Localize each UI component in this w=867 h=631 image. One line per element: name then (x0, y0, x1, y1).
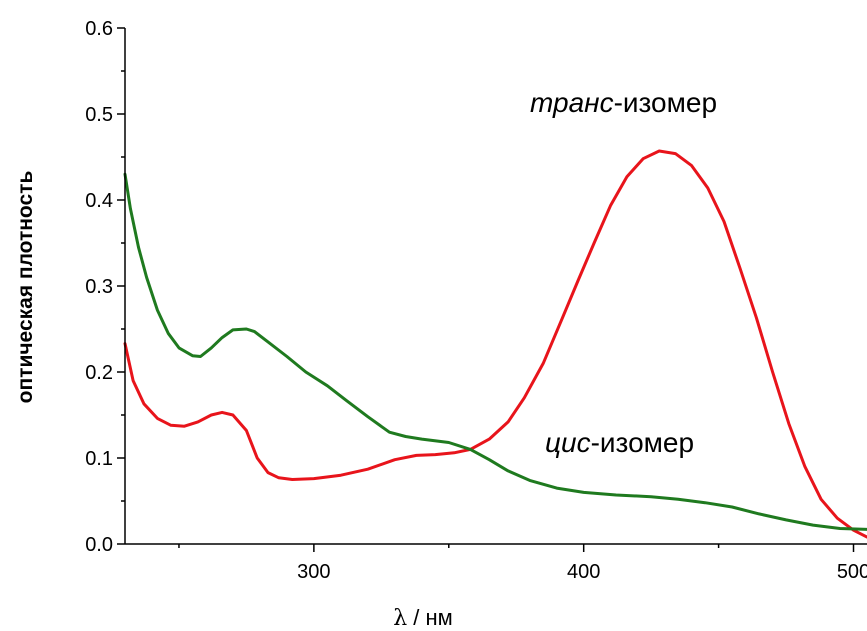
x-axis-unit: / нм (413, 605, 453, 630)
y-tick-label: 0.2 (85, 362, 113, 384)
x-tick-label: 300 (297, 561, 330, 583)
x-axis-symbol: λ (393, 606, 407, 631)
y-tick-label: 0.5 (85, 104, 113, 126)
x-tick-label: 500 (837, 561, 867, 583)
x-axis-title: λ / нм (393, 605, 452, 631)
x-tick-label: 400 (567, 561, 600, 583)
y-tick-label: 0.1 (85, 448, 113, 470)
series-line-0 (123, 149, 867, 539)
series-label-suffix: -изомер (591, 427, 694, 458)
y-tick-label: 0.4 (85, 190, 113, 212)
y-axis-title: оптическая плотность (14, 171, 37, 404)
series-label-italic: цис (545, 427, 591, 458)
series-label-0: транс-изомер (530, 87, 717, 118)
series-line-1 (123, 172, 867, 531)
y-tick-label: 0.6 (85, 18, 113, 40)
series-label-suffix: -изомер (614, 87, 717, 118)
y-tick-label: 0.3 (85, 276, 113, 298)
series-label-1: цис-изомер (545, 427, 694, 458)
series-label-italic: транс (530, 87, 614, 118)
y-tick-label: 0.0 (85, 534, 113, 556)
